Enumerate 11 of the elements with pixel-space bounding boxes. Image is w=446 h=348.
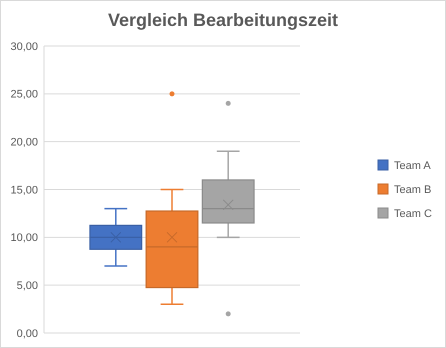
y-tick-label: 30,00 [10, 40, 38, 53]
y-tick-label: 15,00 [10, 184, 38, 196]
legend-label: Team B [394, 184, 432, 196]
legend-label: Team A [394, 160, 432, 172]
y-tick-label: 5,00 [16, 280, 38, 292]
y-tick-label: 25,00 [10, 88, 38, 101]
y-tick-label: 0,00 [16, 328, 38, 340]
y-tick-label: 20,00 [10, 136, 38, 149]
chart-title: Vergleich Bearbeitungszeit [108, 10, 338, 30]
y-tick-label: 10,00 [10, 232, 38, 244]
legend-label: Team C [394, 208, 432, 220]
